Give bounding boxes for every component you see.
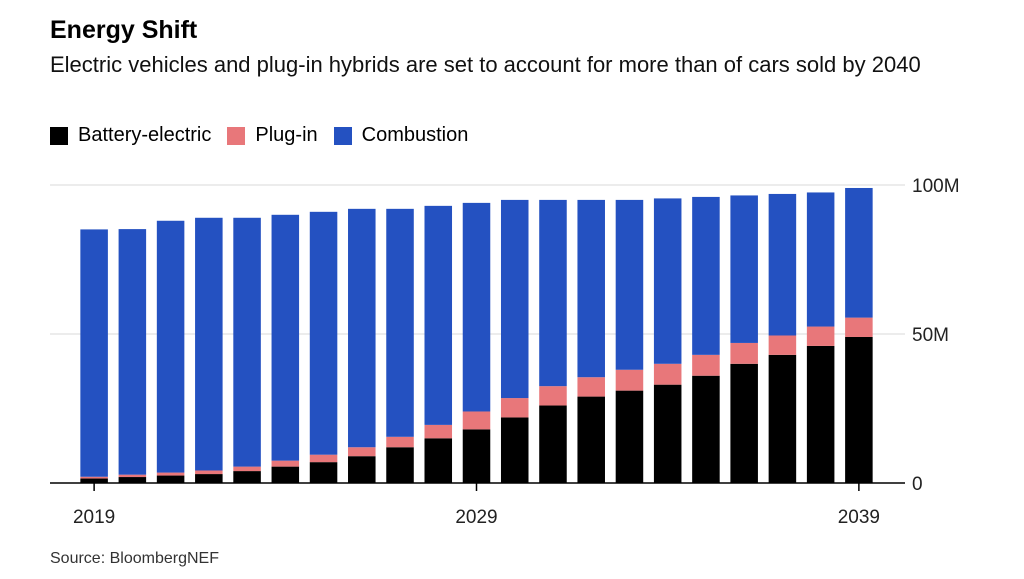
bar-battery-electric-2037 [768,354,797,483]
bar-plug-in-2022 [195,470,223,475]
bar-plug-in-2032 [577,377,605,397]
bar-combustion-2022 [195,217,223,471]
bar-battery-electric-2027 [386,447,414,483]
y-tick-label: 100M [912,176,960,197]
bar-battery-electric-2030 [500,417,529,483]
bar-plug-in-2028 [424,424,453,439]
legend-item-combustion: Combustion [333,124,469,147]
bar-combustion-2035 [692,196,720,355]
bar-plug-in-2029 [462,411,491,430]
y-tick-label: 50M [912,325,949,346]
bar-combustion-2025 [309,211,338,455]
bar-battery-electric-2031 [539,405,567,483]
bar-battery-electric-2035 [692,375,720,483]
bar-combustion-2033 [615,199,644,370]
bar-combustion-2027 [386,208,414,437]
bar-combustion-2031 [539,199,567,387]
bar-battery-electric-2034 [653,384,682,483]
bar-plug-in-2019 [80,476,108,479]
bar-plug-in-2034 [653,363,682,385]
bar-battery-electric-2025 [309,462,338,483]
bar-battery-electric-2038 [806,345,835,483]
legend-swatch-battery-electric [50,126,68,145]
bar-battery-electric-2020 [118,477,147,483]
bar-plug-in-2021 [156,472,185,476]
bar-battery-electric-2032 [577,396,605,483]
y-tick-label: 0 [912,474,923,495]
bar-combustion-2026 [348,208,376,448]
bar-plug-in-2036 [730,342,758,364]
bar-battery-electric-2028 [424,438,453,483]
bar-battery-electric-2021 [156,475,185,483]
bar-plug-in-2035 [692,354,720,376]
bar-battery-electric-2024 [271,466,300,483]
bar-combustion-2021 [156,220,185,473]
legend-item-plug-in: Plug-in [227,124,318,147]
legend-label-combustion: Combustion [361,124,469,146]
legend-swatch-plug-in [227,126,246,145]
chart-subtitle: Electric vehicles and plug-in hybrids ar… [50,52,921,77]
bar-plug-in-2033 [615,369,644,391]
bar-battery-electric-2023 [233,471,261,483]
bar-combustion-2029 [462,202,491,412]
bar-battery-electric-2019 [80,478,108,483]
legend: Battery-electric Plug-in Combustion [50,124,484,147]
bar-plug-in-2026 [348,447,376,457]
bar-plug-in-2030 [500,398,529,418]
legend-label-battery-electric: Battery-electric [78,124,212,146]
bar-battery-electric-2026 [348,456,376,483]
bar-combustion-2023 [233,217,261,467]
bar-combustion-2034 [653,198,682,364]
bar-combustion-2039 [845,187,873,318]
bar-combustion-2020 [118,229,147,475]
x-tick-label: 2019 [73,507,115,528]
legend-swatch-combustion [333,126,352,145]
bar-plug-in-2037 [768,335,797,355]
bar-plug-in-2027 [386,436,414,448]
bar-combustion-2028 [424,205,453,425]
bar-plug-in-2020 [118,474,147,478]
bar-combustion-2032 [577,199,605,378]
bar-combustion-2019 [80,229,108,477]
bar-combustion-2030 [500,199,529,399]
bar-plug-in-2024 [271,460,300,467]
bar-battery-electric-2022 [195,474,223,483]
bar-combustion-2036 [730,195,758,343]
bar-combustion-2038 [806,192,835,327]
source-note: Source: BloombergNEF [50,550,219,567]
bar-combustion-2037 [768,193,797,336]
bar-plug-in-2031 [539,386,567,406]
bar-plug-in-2023 [233,466,261,472]
legend-label-plug-in: Plug-in [255,124,318,146]
bar-battery-electric-2029 [462,429,491,483]
bar-battery-electric-2039 [845,336,873,483]
chart-title: Energy Shift [50,16,198,44]
bar-battery-electric-2036 [730,363,758,483]
bar-combustion-2024 [271,214,300,461]
bar-plug-in-2038 [806,326,835,346]
bar-battery-electric-2033 [615,390,644,483]
x-tick-label: 2029 [455,507,497,528]
legend-item-battery-electric: Battery-electric [50,124,211,147]
bar-plug-in-2025 [309,454,338,463]
bar-plug-in-2039 [845,317,873,337]
x-tick-label: 2039 [838,507,880,528]
